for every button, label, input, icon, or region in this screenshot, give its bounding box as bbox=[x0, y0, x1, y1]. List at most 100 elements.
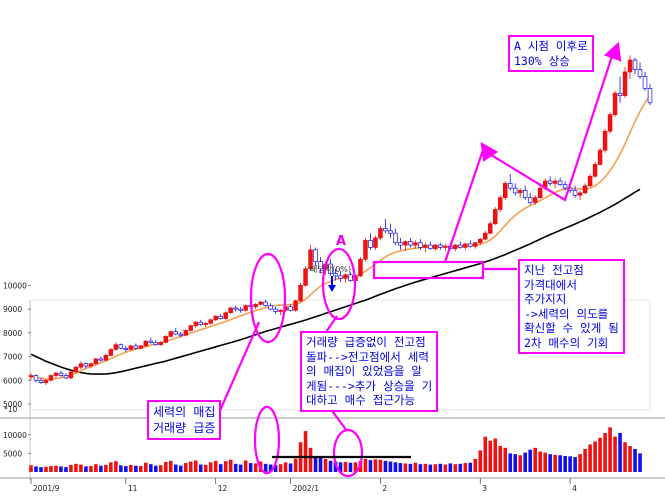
candle bbox=[43, 379, 49, 386]
candle bbox=[138, 344, 144, 350]
volume-bar bbox=[613, 436, 617, 472]
date-tick-label: 3 bbox=[482, 484, 487, 493]
dividend-label: 배당락(0%) bbox=[310, 264, 351, 274]
volume-bar bbox=[543, 452, 547, 472]
candle-body bbox=[522, 190, 528, 198]
volume-bar bbox=[628, 445, 632, 472]
candle bbox=[318, 256, 323, 274]
candle bbox=[597, 147, 603, 166]
candle bbox=[403, 240, 408, 252]
candle bbox=[517, 188, 523, 198]
candle bbox=[128, 344, 134, 351]
candle-body bbox=[78, 363, 84, 368]
candle bbox=[453, 243, 458, 252]
volume-bar bbox=[603, 432, 607, 472]
volume-bar bbox=[333, 461, 338, 472]
volume-bar bbox=[423, 463, 428, 472]
volume-bar bbox=[618, 432, 622, 472]
candle bbox=[113, 342, 119, 351]
candle-body bbox=[98, 358, 104, 361]
candle-body bbox=[532, 197, 538, 203]
volume-bar bbox=[313, 456, 318, 472]
candle bbox=[602, 128, 608, 153]
candle bbox=[592, 162, 598, 178]
volume-bar bbox=[198, 464, 203, 472]
candle bbox=[93, 357, 99, 365]
candle bbox=[493, 207, 498, 225]
volume-bar bbox=[413, 462, 418, 472]
candle bbox=[228, 306, 233, 314]
candle-body bbox=[58, 372, 64, 376]
highlight-ellipse-a-point bbox=[321, 247, 357, 321]
candle bbox=[193, 320, 198, 329]
candle-body bbox=[562, 184, 568, 189]
volume-bar bbox=[578, 454, 582, 472]
volume-bar bbox=[638, 453, 642, 472]
candle bbox=[398, 237, 403, 250]
candle-body bbox=[278, 309, 283, 312]
volume-bar bbox=[233, 463, 238, 472]
date-axis-labels: 2001/9 11 12 2002/1 2 3 4 bbox=[30, 478, 577, 493]
candle-body bbox=[418, 242, 423, 248]
volume-bar bbox=[54, 465, 58, 472]
candle bbox=[178, 331, 184, 338]
candle bbox=[38, 377, 44, 384]
candle-body bbox=[473, 242, 478, 247]
volume-bar bbox=[114, 461, 118, 472]
volume-bar bbox=[188, 461, 193, 472]
candle-body bbox=[478, 238, 483, 244]
volume-bar bbox=[363, 458, 368, 472]
volume-bar bbox=[568, 456, 572, 472]
candle bbox=[483, 230, 488, 241]
candle bbox=[368, 233, 373, 250]
volume-bar bbox=[59, 466, 63, 472]
candle bbox=[557, 177, 563, 186]
volume-bar bbox=[44, 466, 48, 472]
volume-bar bbox=[468, 462, 473, 472]
candle bbox=[408, 237, 413, 248]
candle bbox=[123, 345, 129, 352]
volume-bar bbox=[318, 457, 323, 472]
candle bbox=[622, 67, 628, 99]
candle-body bbox=[108, 349, 114, 356]
candle bbox=[188, 324, 193, 332]
volume-bar bbox=[104, 464, 108, 472]
price-axis-ticks: 5000 6000 7000 8000 9000 10000 bbox=[3, 281, 31, 409]
candle-body bbox=[423, 244, 428, 248]
candle bbox=[488, 221, 493, 235]
volume-bar bbox=[483, 436, 488, 472]
candle-body bbox=[203, 323, 208, 325]
date-tick-label: 12 bbox=[218, 484, 228, 493]
candle-body bbox=[313, 249, 318, 263]
candle bbox=[502, 181, 508, 201]
candle-body bbox=[93, 358, 99, 365]
candle-body bbox=[328, 263, 333, 274]
candle-body bbox=[602, 130, 608, 151]
candle-body bbox=[173, 331, 179, 335]
middle-annotation: 거래량 급증없이 전고점 돌파-->전고점에서 세력 의 매집이 있었음을 알 … bbox=[300, 331, 439, 412]
candle bbox=[143, 339, 149, 348]
candle-body bbox=[577, 192, 583, 196]
candle-body bbox=[488, 223, 493, 234]
candle-body bbox=[428, 244, 433, 249]
candle bbox=[153, 339, 159, 346]
volume-bar bbox=[64, 467, 68, 472]
candle-body bbox=[607, 114, 613, 132]
candle bbox=[378, 226, 383, 241]
candle bbox=[68, 370, 74, 380]
candle-body bbox=[233, 307, 238, 310]
down-arrow-icon bbox=[328, 276, 336, 292]
volume-bar bbox=[493, 438, 498, 472]
volume-bar bbox=[443, 464, 448, 472]
candle bbox=[233, 305, 238, 312]
volume-bar bbox=[79, 464, 83, 472]
volume-bar bbox=[288, 463, 293, 472]
candle bbox=[547, 176, 553, 186]
candle bbox=[348, 272, 353, 282]
a-point-marker: A bbox=[336, 234, 346, 249]
candle bbox=[63, 373, 69, 380]
candle bbox=[423, 242, 428, 253]
candle-body bbox=[483, 232, 488, 240]
candle-body bbox=[218, 315, 223, 319]
highlight-box-support bbox=[372, 260, 485, 280]
